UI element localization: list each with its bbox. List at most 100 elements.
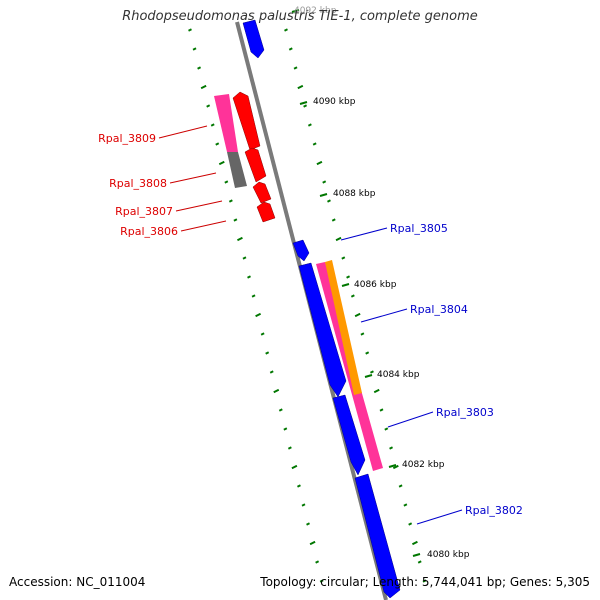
cds-arrow-rpal-3809	[232, 91, 261, 151]
gc-dot	[260, 332, 265, 336]
accession-value: NC_011004	[76, 575, 146, 589]
gc-dot	[373, 388, 380, 394]
gc-dot	[188, 28, 192, 32]
gc-dot	[327, 199, 331, 203]
gc-dot	[306, 522, 310, 526]
gc-dot	[215, 142, 220, 146]
gc-dot	[319, 579, 324, 583]
kbp-label: 4088 kbp	[333, 189, 376, 199]
gc-dot	[218, 160, 225, 166]
gc-dot	[392, 464, 399, 470]
gene-label: Rpal_3809	[98, 132, 156, 145]
gc-dot	[398, 484, 403, 488]
kbp-tick-labels: 4092 kbp 4090 kbp 4088 kbp 4086 kbp 4084…	[294, 6, 470, 560]
kbp-tick-mark	[299, 101, 308, 105]
gc-dot	[312, 142, 317, 146]
gc-dot	[411, 540, 418, 546]
gc-dot	[379, 408, 384, 412]
cds-arrow-rpal-3802	[354, 473, 401, 599]
gc-dot	[389, 446, 394, 450]
gc-dot	[417, 560, 422, 564]
kbp-ticks	[291, 9, 421, 557]
kbp-label: 4092 kbp	[294, 6, 337, 16]
gc-dot-track	[188, 28, 427, 583]
cds-arrow-rpal-3808	[244, 147, 267, 183]
accession-footer: Accession: NC_011004	[9, 575, 145, 589]
pink-feature-upper	[214, 94, 238, 152]
gc-dot	[247, 275, 251, 279]
gc-dot	[269, 370, 274, 374]
kbp-label: 4086 kbp	[354, 280, 397, 290]
topology-label: Topology:	[260, 575, 317, 589]
gc-dot	[365, 351, 370, 355]
gc-dot	[335, 236, 342, 242]
leader-rpal-3802	[416, 509, 463, 525]
gc-dot	[303, 104, 308, 108]
gc-dot	[206, 104, 211, 108]
topology-value: circular	[320, 575, 365, 589]
gc-dot	[341, 256, 346, 260]
length-label: Length:	[372, 575, 419, 589]
cds-arrow-rpal-3804	[298, 262, 347, 398]
kbp-tick-mark	[364, 374, 373, 378]
label-leaders	[158, 125, 463, 525]
gc-dot	[278, 408, 283, 412]
page-title: Rhodopseudomonas palustris TIE-1, comple…	[122, 9, 478, 24]
gc-dot	[224, 180, 229, 184]
kbp-label: 4080 kbp	[427, 550, 470, 560]
kbp-tick-mark	[319, 193, 328, 197]
gc-dot	[422, 579, 427, 583]
gene-label: Rpal_3803	[436, 406, 494, 419]
length-value: 5,744,041 bp	[421, 575, 502, 589]
gc-dot	[197, 66, 202, 70]
gc-dot	[360, 332, 365, 336]
gc-dot	[316, 160, 323, 166]
kbp-tick-mark	[341, 283, 350, 287]
gc-dot	[273, 388, 280, 394]
gc-dot	[236, 236, 243, 242]
kbp-label: 4090 kbp	[313, 97, 356, 107]
gc-dot	[283, 427, 288, 431]
leader-rpal-3806	[180, 220, 227, 232]
gc-dot	[307, 123, 312, 127]
gc-dot	[291, 464, 298, 470]
leader-rpal-3809	[158, 125, 208, 139]
leader-rpal-3803	[387, 411, 434, 428]
gc-dot	[346, 275, 351, 279]
gc-dot	[200, 84, 207, 90]
cds-arrow-rpal-3803	[332, 394, 366, 476]
gene-label: Rpal_3807	[115, 205, 173, 218]
kbp-label: 4084 kbp	[377, 370, 420, 380]
leader-rpal-3805	[340, 227, 388, 241]
cds-arrow-top	[242, 19, 265, 59]
kbp-tick-mark	[412, 553, 421, 557]
forward-strand-features	[242, 19, 401, 599]
gene-labels: Rpal_3809 Rpal_3808 Rpal_3807 Rpal_3806 …	[98, 132, 523, 517]
genome-stats-footer: Topology: circular; Length: 5,744,041 bp…	[260, 575, 590, 589]
gc-dot	[228, 199, 233, 203]
gc-dot	[192, 47, 197, 51]
gene-label: Rpal_3805	[390, 222, 448, 235]
cds-arrow-rpal-3805	[292, 239, 310, 262]
gene-label: Rpal_3804	[410, 303, 468, 316]
orange-feature	[325, 260, 362, 395]
gc-dot	[233, 218, 238, 222]
gc-dot	[288, 47, 293, 51]
leader-rpal-3807	[175, 200, 223, 212]
genes-value: 5,305	[555, 575, 590, 589]
gene-label: Rpal_3802	[465, 504, 523, 517]
gc-dot	[265, 351, 270, 355]
gc-dot	[287, 446, 292, 450]
gc-dot	[297, 84, 304, 90]
gc-dot	[350, 294, 355, 298]
gc-dot	[322, 180, 327, 184]
gc-dot	[384, 427, 389, 431]
genes-label: Genes:	[509, 575, 552, 589]
leader-rpal-3804	[360, 308, 408, 323]
gc-dot	[255, 312, 262, 318]
gc-dot	[297, 484, 301, 488]
gc-dot	[293, 66, 298, 70]
kbp-tick-mark	[291, 9, 300, 13]
cds-arrow-rpal-3806	[256, 201, 276, 223]
